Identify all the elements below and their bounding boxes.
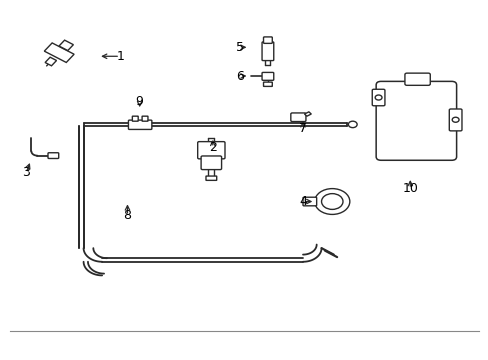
- FancyBboxPatch shape: [197, 141, 224, 159]
- Text: 9: 9: [136, 95, 143, 108]
- Circle shape: [374, 95, 381, 100]
- FancyBboxPatch shape: [448, 109, 461, 131]
- Text: 8: 8: [123, 210, 131, 222]
- Text: 5: 5: [235, 41, 243, 54]
- Text: 2: 2: [208, 141, 216, 154]
- Circle shape: [451, 117, 458, 122]
- Text: 4: 4: [299, 195, 306, 208]
- Text: 10: 10: [402, 183, 417, 195]
- FancyBboxPatch shape: [375, 81, 456, 160]
- FancyBboxPatch shape: [142, 116, 148, 121]
- FancyBboxPatch shape: [262, 72, 273, 80]
- FancyBboxPatch shape: [263, 37, 272, 43]
- Polygon shape: [59, 40, 73, 50]
- FancyBboxPatch shape: [201, 156, 221, 170]
- FancyBboxPatch shape: [371, 89, 384, 106]
- Text: 3: 3: [22, 166, 30, 179]
- Circle shape: [321, 194, 342, 210]
- FancyBboxPatch shape: [290, 113, 305, 122]
- FancyBboxPatch shape: [205, 176, 216, 180]
- Text: 6: 6: [235, 69, 243, 82]
- FancyBboxPatch shape: [132, 116, 138, 121]
- Circle shape: [314, 189, 349, 215]
- Polygon shape: [44, 43, 74, 63]
- Polygon shape: [45, 57, 57, 66]
- FancyBboxPatch shape: [404, 73, 429, 85]
- Text: 7: 7: [298, 122, 306, 135]
- Circle shape: [347, 121, 356, 128]
- FancyBboxPatch shape: [263, 82, 272, 86]
- FancyBboxPatch shape: [262, 42, 273, 60]
- FancyBboxPatch shape: [303, 197, 316, 206]
- Polygon shape: [304, 112, 311, 116]
- Text: 1: 1: [116, 50, 124, 63]
- FancyBboxPatch shape: [128, 120, 152, 130]
- FancyBboxPatch shape: [48, 153, 59, 158]
